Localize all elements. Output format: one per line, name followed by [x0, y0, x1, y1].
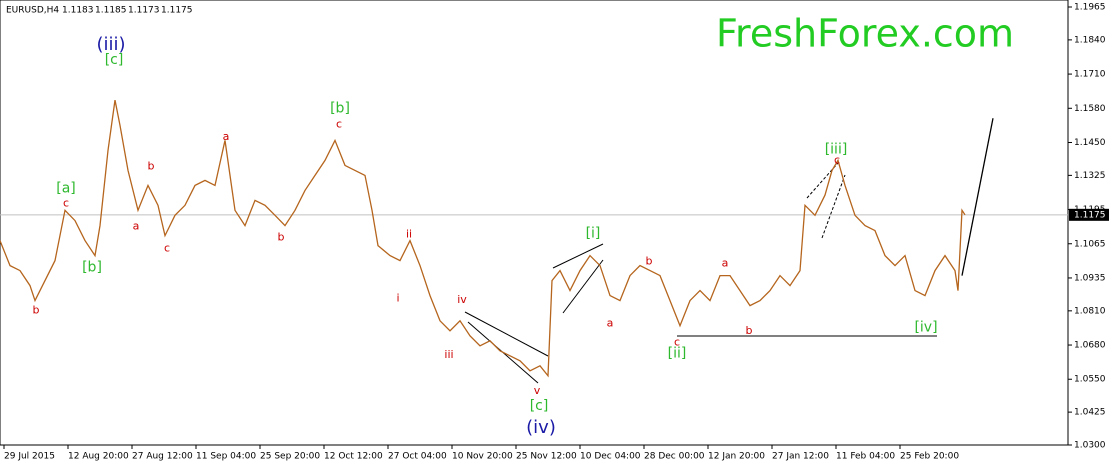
- y-tick-label: 1.0425: [1074, 408, 1106, 418]
- x-tick-label: 29 Jul 2015: [4, 452, 55, 462]
- x-tick-label: 27 Jan 12:00: [772, 452, 829, 462]
- wave-label: [ii]: [668, 346, 687, 362]
- wave-label: [c]: [105, 52, 124, 68]
- y-tick-label: 1.1325: [1074, 171, 1106, 181]
- ohlc-value: 1.1175: [161, 6, 193, 16]
- ohlc-value: 1.1183: [62, 6, 94, 16]
- watermark: FreshForex.com: [716, 12, 1014, 56]
- wave-label: b: [746, 324, 753, 337]
- wedge-line: [552, 243, 604, 269]
- x-tick-label: 10 Dec 04:00: [580, 452, 641, 462]
- x-tick-label: 11 Sep 04:00: [196, 452, 256, 462]
- x-tick-label: 25 Sep 20:00: [260, 452, 320, 462]
- y-tick-label: 1.1580: [1074, 104, 1106, 114]
- wave-label: a: [607, 317, 614, 330]
- x-tick-label: 27 Aug 12:00: [132, 452, 193, 462]
- y-tick-label: 1.0810: [1074, 306, 1106, 316]
- y-tick-label: 1.1840: [1074, 35, 1106, 45]
- wave-label: [a]: [56, 181, 76, 197]
- ohlc-value: 1.1185: [95, 6, 127, 16]
- plot-frame: [0, 0, 1069, 446]
- x-tick-label: 27 Oct 04:00: [388, 452, 447, 462]
- wave-label: b: [148, 159, 155, 172]
- y-tick-label: 1.0935: [1074, 273, 1106, 283]
- last-price-box: [1069, 208, 1109, 221]
- x-tick-label: 28 Dec 00:00: [644, 452, 705, 462]
- ohlc-value: 1.1173: [128, 6, 160, 16]
- y-tick-label: 1.1065: [1074, 239, 1106, 249]
- wave-label: [b]: [82, 260, 102, 276]
- wave-label: b: [33, 304, 40, 317]
- wave-label: iii: [444, 348, 453, 361]
- wave-label: v: [534, 384, 541, 397]
- wave-label: b: [278, 230, 285, 243]
- y-tick-label: 1.0300: [1074, 441, 1106, 451]
- wave-label: a: [223, 130, 230, 143]
- x-tick-label: 12 Jan 20:00: [708, 452, 765, 462]
- y-tick-label: 1.1710: [1074, 70, 1106, 80]
- wave-label: a: [133, 219, 140, 232]
- wave-label: (iii): [96, 34, 125, 55]
- price-line: [0, 99, 966, 378]
- wave-label: c: [63, 197, 69, 210]
- y-tick-label: 1.1965: [1074, 3, 1106, 13]
- x-tick-label: 12 Aug 20:00: [68, 452, 129, 462]
- channel-line: [464, 311, 549, 357]
- wave-label: [i]: [586, 225, 601, 241]
- wave-label: c: [674, 336, 680, 349]
- x-tick-label: 11 Feb 04:00: [836, 452, 895, 462]
- wave-label: i: [396, 292, 399, 305]
- wave-label: [iv]: [914, 320, 937, 336]
- wave-label: b: [646, 255, 653, 268]
- wave-label: [iii]: [825, 141, 848, 157]
- price-line: [961, 118, 994, 276]
- x-tick-label: 25 Nov 12:00: [516, 452, 577, 462]
- wave-label: [c]: [530, 398, 549, 414]
- drawn-lines: [464, 162, 937, 384]
- y-tick-label: 1.0550: [1074, 375, 1106, 385]
- symbol: EURUSD,H4: [6, 6, 59, 16]
- x-tick-label: 25 Feb 20:00: [900, 452, 959, 462]
- last-price-label: 1.1175: [1074, 210, 1106, 220]
- wedge-line: [821, 174, 846, 239]
- x-tick-label: 12 Oct 12:00: [324, 452, 383, 462]
- wave-label: ii: [406, 228, 412, 241]
- x-tick-label: 10 Nov 20:00: [452, 452, 513, 462]
- wedge-line: [562, 259, 604, 314]
- wave-label: c: [336, 117, 342, 130]
- y-tick-label: 1.1450: [1074, 138, 1106, 148]
- wave-label: c: [834, 153, 840, 166]
- wave-label: (iv): [526, 417, 556, 438]
- wave-label: c: [164, 241, 170, 254]
- wave-label: [b]: [330, 100, 350, 116]
- wedge-line: [806, 162, 839, 199]
- wave-label: iv: [457, 293, 467, 306]
- wave-label: a: [722, 256, 729, 269]
- y-tick-label: 1.0680: [1074, 341, 1106, 351]
